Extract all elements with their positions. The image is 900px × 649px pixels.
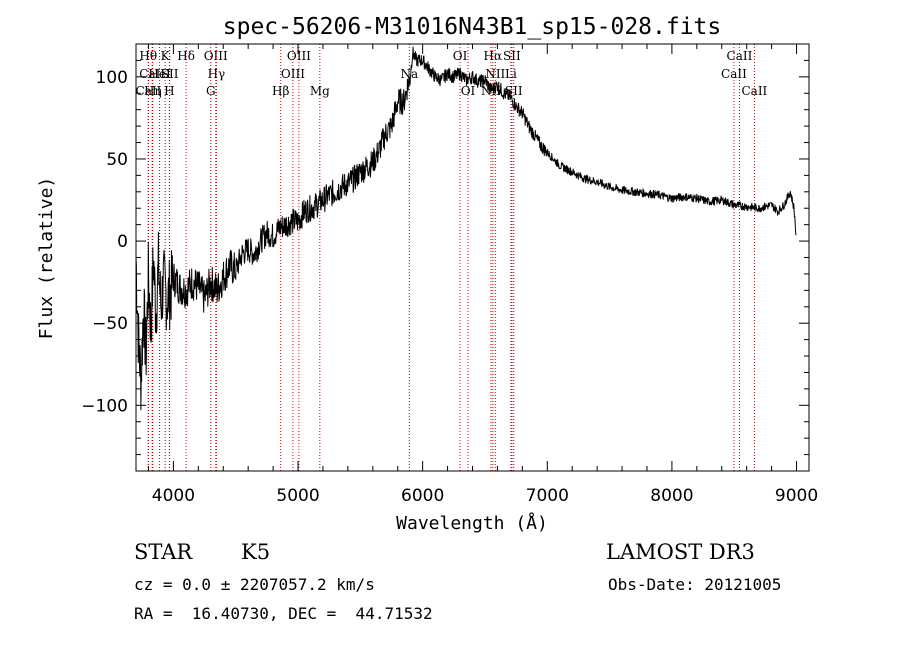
axis-ticks: 4000 5000 6000 7000 8000 9000 −100 −50 0 50 100 <box>81 43 818 506</box>
spectral-line-label: SII <box>503 49 521 63</box>
coordinates: RA = 16.40730, DEC = 44.71532 <box>134 604 433 623</box>
plot-frame <box>135 43 810 472</box>
chart-title: spec-56206-M31016N43B1_sp15-028.fits <box>223 14 722 40</box>
spectral-line-label: G <box>206 84 216 98</box>
y-tick-label: 0 <box>117 232 128 252</box>
spectral-line-label: Li <box>505 67 517 81</box>
y-tick-label: −50 <box>92 314 128 334</box>
spectral-line-label: CaII <box>727 49 753 63</box>
y-tick-label: 50 <box>106 150 128 170</box>
spectral-line-label: CaII <box>741 84 767 98</box>
x-tick-label: 7000 <box>526 486 569 506</box>
observation-date: Obs-Date: 20121005 <box>608 575 782 594</box>
spectral-line-label: OIII <box>287 49 311 63</box>
spectral-line-label: CaII <box>721 67 747 81</box>
flux-series-line <box>135 46 797 411</box>
spectral-line-label: Hγ <box>208 67 226 81</box>
object-type: STAR <box>134 540 193 564</box>
y-axis-label: Flux (relative) <box>36 177 57 340</box>
spectral-line-label: HeI <box>148 67 171 81</box>
spectral-line-label: Hα <box>484 49 503 63</box>
x-tick-label: 6000 <box>401 486 444 506</box>
spectral-line-label: Na <box>400 67 418 81</box>
x-tick-label: 8000 <box>650 486 693 506</box>
spectral-line-label: Hη <box>144 84 162 98</box>
spectral-line-label: OI <box>461 84 476 98</box>
x-tick-label: 9000 <box>775 486 818 506</box>
y-tick-label: 100 <box>96 68 128 88</box>
spectral-line-label: Hδ <box>177 49 195 63</box>
y-tick-label: −100 <box>81 396 128 416</box>
spectral-line-label: OI <box>453 49 468 63</box>
spectral-line-label: K <box>161 49 171 63</box>
spectral-line-label: H <box>164 84 174 98</box>
redshift-velocity: cz = 0.0 ± 2207057.2 km/s <box>134 575 375 594</box>
spectral-line-label: Mg <box>310 84 330 98</box>
flux-series-layer <box>135 46 797 411</box>
spectral-line-label: NII <box>485 67 505 81</box>
spectral-subclass: K5 <box>241 540 271 564</box>
spectral-line-label: OIII <box>281 67 305 81</box>
x-tick-label: 4000 <box>152 486 195 506</box>
spectral-line-label: CaII <box>136 84 162 98</box>
survey-name: LAMOST DR3 <box>606 540 755 564</box>
x-axis-label: Wavelength (Å) <box>396 512 548 534</box>
x-tick-label: 5000 <box>276 486 319 506</box>
spectral-line-label: Hβ <box>272 84 289 98</box>
